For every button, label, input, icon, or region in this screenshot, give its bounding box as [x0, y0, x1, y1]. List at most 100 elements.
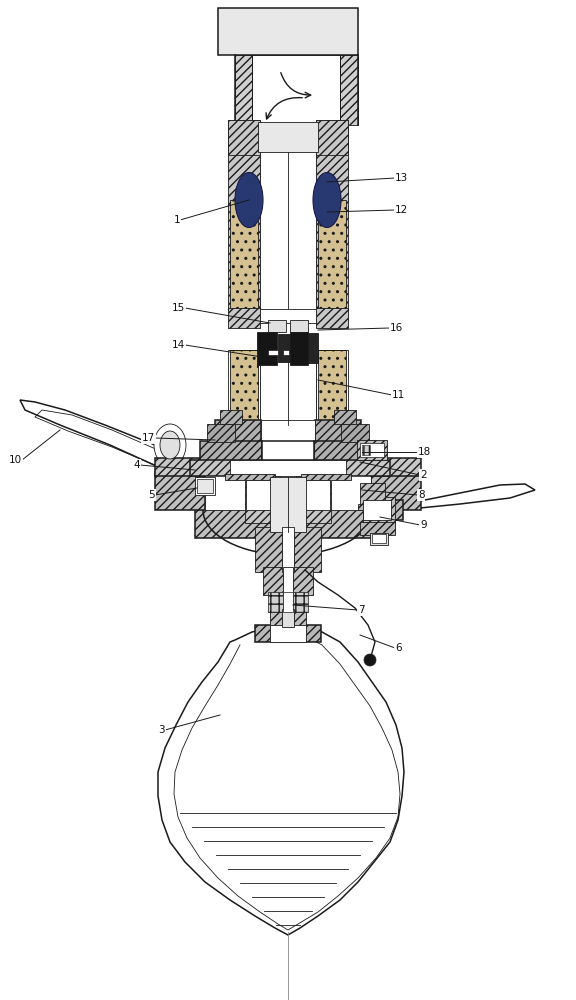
Bar: [260, 309, 316, 323]
Bar: [195, 473, 280, 538]
Bar: [225, 474, 275, 480]
Bar: [358, 504, 386, 510]
Bar: [293, 567, 313, 595]
Bar: [293, 480, 330, 510]
Bar: [294, 609, 306, 627]
Text: 14: 14: [172, 340, 185, 350]
Bar: [301, 474, 351, 480]
Bar: [245, 481, 283, 523]
Ellipse shape: [160, 431, 180, 459]
Ellipse shape: [235, 172, 263, 228]
Bar: [293, 592, 308, 612]
Text: 4: 4: [134, 460, 140, 470]
Bar: [290, 332, 308, 365]
Bar: [190, 460, 390, 476]
Bar: [155, 458, 205, 476]
Bar: [385, 500, 403, 520]
Bar: [371, 458, 421, 476]
Bar: [370, 533, 388, 545]
Ellipse shape: [313, 172, 341, 228]
Bar: [270, 625, 306, 642]
Bar: [278, 334, 290, 362]
Text: 9: 9: [420, 520, 427, 530]
Polygon shape: [158, 626, 404, 935]
Bar: [371, 472, 421, 510]
Bar: [235, 55, 252, 125]
Bar: [257, 332, 277, 365]
Bar: [260, 350, 316, 425]
Bar: [268, 320, 286, 332]
Text: 13: 13: [395, 173, 408, 183]
Text: 10: 10: [9, 455, 22, 465]
Bar: [362, 445, 370, 455]
Bar: [283, 592, 293, 612]
Bar: [268, 350, 278, 355]
Bar: [360, 443, 384, 457]
Bar: [283, 350, 289, 355]
Bar: [270, 609, 282, 627]
Bar: [268, 592, 283, 612]
Bar: [341, 424, 369, 442]
Bar: [316, 120, 348, 155]
Bar: [155, 472, 205, 510]
Bar: [262, 441, 314, 463]
Bar: [246, 480, 283, 510]
Bar: [283, 567, 293, 595]
Text: 1: 1: [173, 215, 180, 225]
Text: 17: 17: [142, 433, 155, 443]
Bar: [252, 55, 340, 125]
Text: 12: 12: [395, 205, 408, 215]
Bar: [207, 424, 235, 442]
Bar: [282, 527, 294, 572]
Text: 8: 8: [418, 490, 425, 500]
Bar: [316, 350, 348, 425]
Bar: [360, 483, 385, 505]
Text: 18: 18: [418, 447, 431, 457]
Text: 5: 5: [149, 490, 155, 500]
Bar: [316, 120, 348, 310]
Bar: [228, 120, 260, 310]
Bar: [334, 410, 356, 424]
Bar: [255, 527, 282, 572]
Bar: [290, 320, 308, 332]
Text: 7: 7: [358, 605, 365, 615]
Text: 6: 6: [395, 643, 401, 653]
Circle shape: [364, 654, 376, 666]
Bar: [318, 350, 346, 425]
Bar: [316, 308, 348, 328]
Ellipse shape: [154, 424, 186, 466]
Bar: [318, 200, 346, 310]
Bar: [230, 200, 258, 310]
Bar: [315, 420, 361, 444]
Text: 3: 3: [158, 725, 165, 735]
Bar: [293, 481, 331, 523]
Bar: [261, 420, 315, 444]
Bar: [357, 440, 387, 460]
Bar: [260, 125, 316, 310]
Bar: [230, 460, 346, 476]
Bar: [258, 122, 318, 152]
Bar: [205, 472, 371, 510]
Text: 16: 16: [390, 323, 403, 333]
Text: 2: 2: [420, 470, 427, 480]
Bar: [372, 534, 386, 543]
Bar: [360, 522, 395, 535]
Bar: [270, 477, 306, 532]
Text: 11: 11: [392, 390, 406, 400]
Bar: [218, 8, 358, 55]
Bar: [314, 441, 376, 463]
Bar: [228, 350, 260, 425]
Bar: [340, 55, 358, 125]
Bar: [294, 527, 321, 572]
Bar: [215, 420, 261, 444]
Bar: [363, 497, 395, 523]
Bar: [195, 477, 215, 495]
Bar: [282, 609, 294, 627]
Bar: [228, 120, 260, 155]
Bar: [220, 410, 242, 424]
Bar: [363, 500, 391, 520]
Bar: [228, 308, 260, 328]
Bar: [280, 473, 296, 538]
Bar: [200, 441, 262, 463]
Bar: [255, 625, 321, 642]
